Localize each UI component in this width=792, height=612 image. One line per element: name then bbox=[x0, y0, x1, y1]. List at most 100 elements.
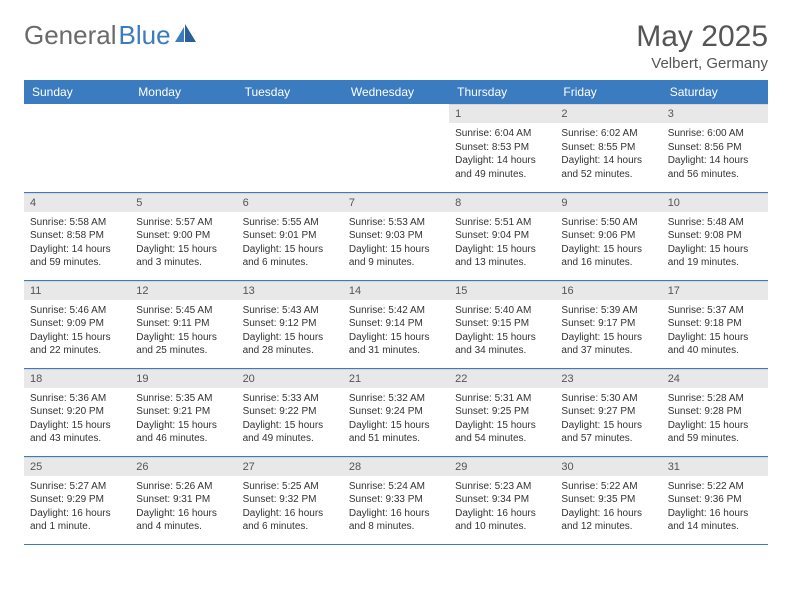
day-details: Sunrise: 5:46 AMSunset: 9:09 PMDaylight:… bbox=[24, 300, 130, 364]
sunrise-text: Sunrise: 5:30 AM bbox=[561, 392, 655, 406]
sunset-text: Sunset: 9:08 PM bbox=[668, 229, 762, 243]
daylight-text: Daylight: 15 hours and 16 minutes. bbox=[561, 243, 655, 270]
day-details: Sunrise: 5:26 AMSunset: 9:31 PMDaylight:… bbox=[130, 476, 236, 540]
sunset-text: Sunset: 8:55 PM bbox=[561, 141, 655, 155]
sunset-text: Sunset: 9:35 PM bbox=[561, 493, 655, 507]
day-details: Sunrise: 5:57 AMSunset: 9:00 PMDaylight:… bbox=[130, 212, 236, 276]
day-number: 18 bbox=[24, 369, 130, 388]
calendar-body: 1Sunrise: 6:04 AMSunset: 8:53 PMDaylight… bbox=[24, 104, 768, 544]
day-number: 11 bbox=[24, 281, 130, 300]
daylight-text: Daylight: 15 hours and 46 minutes. bbox=[136, 419, 230, 446]
sunrise-text: Sunrise: 5:57 AM bbox=[136, 216, 230, 230]
page-subtitle: Velbert, Germany bbox=[636, 55, 768, 72]
sunset-text: Sunset: 9:06 PM bbox=[561, 229, 655, 243]
day-details: Sunrise: 5:27 AMSunset: 9:29 PMDaylight:… bbox=[24, 476, 130, 540]
calendar-header-row: SundayMondayTuesdayWednesdayThursdayFrid… bbox=[24, 80, 768, 104]
sunrise-text: Sunrise: 5:23 AM bbox=[455, 480, 549, 494]
day-details: Sunrise: 6:04 AMSunset: 8:53 PMDaylight:… bbox=[449, 123, 555, 187]
title-block: May 2025 Velbert, Germany bbox=[636, 20, 768, 72]
sunset-text: Sunset: 9:21 PM bbox=[136, 405, 230, 419]
daylight-text: Daylight: 15 hours and 37 minutes. bbox=[561, 331, 655, 358]
calendar-cell: 9Sunrise: 5:50 AMSunset: 9:06 PMDaylight… bbox=[555, 192, 661, 280]
sunset-text: Sunset: 9:03 PM bbox=[349, 229, 443, 243]
day-details: Sunrise: 5:53 AMSunset: 9:03 PMDaylight:… bbox=[343, 212, 449, 276]
sunrise-text: Sunrise: 5:42 AM bbox=[349, 304, 443, 318]
calendar-cell: 30Sunrise: 5:22 AMSunset: 9:35 PMDayligh… bbox=[555, 456, 661, 544]
day-details: Sunrise: 5:36 AMSunset: 9:20 PMDaylight:… bbox=[24, 388, 130, 452]
sunset-text: Sunset: 9:15 PM bbox=[455, 317, 549, 331]
calendar-cell: 22Sunrise: 5:31 AMSunset: 9:25 PMDayligh… bbox=[449, 368, 555, 456]
day-details: Sunrise: 5:40 AMSunset: 9:15 PMDaylight:… bbox=[449, 300, 555, 364]
day-number: 19 bbox=[130, 369, 236, 388]
day-number: 14 bbox=[343, 281, 449, 300]
day-details: Sunrise: 6:02 AMSunset: 8:55 PMDaylight:… bbox=[555, 123, 661, 187]
day-number: 30 bbox=[555, 457, 661, 476]
day-number: 10 bbox=[662, 193, 768, 212]
sunset-text: Sunset: 9:27 PM bbox=[561, 405, 655, 419]
day-details: Sunrise: 5:58 AMSunset: 8:58 PMDaylight:… bbox=[24, 212, 130, 276]
daylight-text: Daylight: 14 hours and 59 minutes. bbox=[30, 243, 124, 270]
sunset-text: Sunset: 9:14 PM bbox=[349, 317, 443, 331]
daylight-text: Daylight: 14 hours and 56 minutes. bbox=[668, 154, 762, 181]
daylight-text: Daylight: 15 hours and 3 minutes. bbox=[136, 243, 230, 270]
calendar-week-row: 11Sunrise: 5:46 AMSunset: 9:09 PMDayligh… bbox=[24, 280, 768, 368]
calendar-cell: 5Sunrise: 5:57 AMSunset: 9:00 PMDaylight… bbox=[130, 192, 236, 280]
day-details: Sunrise: 5:23 AMSunset: 9:34 PMDaylight:… bbox=[449, 476, 555, 540]
sunrise-text: Sunrise: 5:28 AM bbox=[668, 392, 762, 406]
day-details: Sunrise: 5:31 AMSunset: 9:25 PMDaylight:… bbox=[449, 388, 555, 452]
daylight-text: Daylight: 15 hours and 6 minutes. bbox=[243, 243, 337, 270]
sunrise-text: Sunrise: 6:00 AM bbox=[668, 127, 762, 141]
daylight-text: Daylight: 14 hours and 52 minutes. bbox=[561, 154, 655, 181]
sunset-text: Sunset: 9:34 PM bbox=[455, 493, 549, 507]
weekday-header: Thursday bbox=[449, 80, 555, 104]
calendar-cell: 12Sunrise: 5:45 AMSunset: 9:11 PMDayligh… bbox=[130, 280, 236, 368]
sunrise-text: Sunrise: 5:48 AM bbox=[668, 216, 762, 230]
day-number: 21 bbox=[343, 369, 449, 388]
daylight-text: Daylight: 16 hours and 1 minute. bbox=[30, 507, 124, 534]
sunrise-text: Sunrise: 5:39 AM bbox=[561, 304, 655, 318]
calendar-cell: 27Sunrise: 5:25 AMSunset: 9:32 PMDayligh… bbox=[237, 456, 343, 544]
day-number: 3 bbox=[662, 104, 768, 123]
sunset-text: Sunset: 8:53 PM bbox=[455, 141, 549, 155]
calendar-week-row: 25Sunrise: 5:27 AMSunset: 9:29 PMDayligh… bbox=[24, 456, 768, 544]
calendar-cell: 31Sunrise: 5:22 AMSunset: 9:36 PMDayligh… bbox=[662, 456, 768, 544]
sunset-text: Sunset: 9:31 PM bbox=[136, 493, 230, 507]
sunset-text: Sunset: 9:20 PM bbox=[30, 405, 124, 419]
calendar-cell: 1Sunrise: 6:04 AMSunset: 8:53 PMDaylight… bbox=[449, 104, 555, 192]
day-number: 27 bbox=[237, 457, 343, 476]
day-details: Sunrise: 5:35 AMSunset: 9:21 PMDaylight:… bbox=[130, 388, 236, 452]
daylight-text: Daylight: 15 hours and 40 minutes. bbox=[668, 331, 762, 358]
sunrise-text: Sunrise: 5:55 AM bbox=[243, 216, 337, 230]
calendar-cell: 23Sunrise: 5:30 AMSunset: 9:27 PMDayligh… bbox=[555, 368, 661, 456]
sunrise-text: Sunrise: 5:51 AM bbox=[455, 216, 549, 230]
calendar-cell bbox=[237, 104, 343, 192]
day-details: Sunrise: 5:22 AMSunset: 9:36 PMDaylight:… bbox=[662, 476, 768, 540]
day-number: 17 bbox=[662, 281, 768, 300]
day-number: 24 bbox=[662, 369, 768, 388]
calendar-cell: 21Sunrise: 5:32 AMSunset: 9:24 PMDayligh… bbox=[343, 368, 449, 456]
day-details: Sunrise: 5:39 AMSunset: 9:17 PMDaylight:… bbox=[555, 300, 661, 364]
sunrise-text: Sunrise: 5:46 AM bbox=[30, 304, 124, 318]
calendar-cell: 14Sunrise: 5:42 AMSunset: 9:14 PMDayligh… bbox=[343, 280, 449, 368]
calendar-cell: 24Sunrise: 5:28 AMSunset: 9:28 PMDayligh… bbox=[662, 368, 768, 456]
daylight-text: Daylight: 16 hours and 6 minutes. bbox=[243, 507, 337, 534]
day-number: 16 bbox=[555, 281, 661, 300]
sunrise-text: Sunrise: 5:22 AM bbox=[561, 480, 655, 494]
day-number: 12 bbox=[130, 281, 236, 300]
day-number: 25 bbox=[24, 457, 130, 476]
day-number: 20 bbox=[237, 369, 343, 388]
daylight-text: Daylight: 16 hours and 4 minutes. bbox=[136, 507, 230, 534]
day-number: 29 bbox=[449, 457, 555, 476]
calendar-cell: 20Sunrise: 5:33 AMSunset: 9:22 PMDayligh… bbox=[237, 368, 343, 456]
daylight-text: Daylight: 15 hours and 9 minutes. bbox=[349, 243, 443, 270]
daylight-text: Daylight: 15 hours and 13 minutes. bbox=[455, 243, 549, 270]
sunset-text: Sunset: 9:36 PM bbox=[668, 493, 762, 507]
daylight-text: Daylight: 16 hours and 14 minutes. bbox=[668, 507, 762, 534]
calendar-week-row: 1Sunrise: 6:04 AMSunset: 8:53 PMDaylight… bbox=[24, 104, 768, 192]
day-details: Sunrise: 5:32 AMSunset: 9:24 PMDaylight:… bbox=[343, 388, 449, 452]
sunrise-text: Sunrise: 5:26 AM bbox=[136, 480, 230, 494]
daylight-text: Daylight: 14 hours and 49 minutes. bbox=[455, 154, 549, 181]
sunset-text: Sunset: 8:56 PM bbox=[668, 141, 762, 155]
calendar-cell: 7Sunrise: 5:53 AMSunset: 9:03 PMDaylight… bbox=[343, 192, 449, 280]
sunset-text: Sunset: 9:32 PM bbox=[243, 493, 337, 507]
